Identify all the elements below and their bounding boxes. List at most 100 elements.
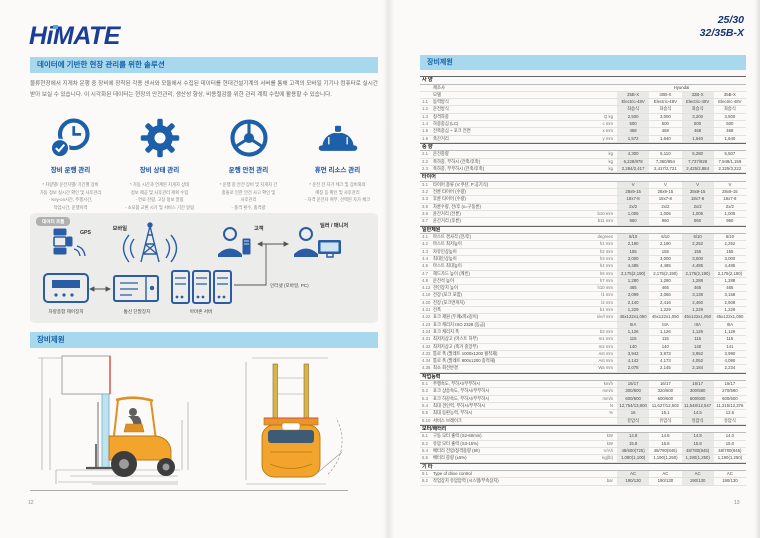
table-cell: 7,948/1,159 [718, 158, 742, 164]
table-row: 4.3 자유인상높이 h2 mm 155 155 155 155 [420, 248, 746, 256]
table-cell: 유압식 [723, 417, 736, 423]
table-cell: h1 mm [599, 241, 613, 247]
table-cell: 4.23 [422, 321, 431, 327]
table-cell: AC [617, 471, 650, 478]
table-cell: 155 [661, 248, 669, 254]
table-cell: c mm [602, 120, 613, 126]
table-row: 3.2 전륜 타이어 (수량) 28x9-15 28x9-15 28x9-15 28x9-… [420, 189, 746, 197]
table-cell: h10 mm [597, 285, 613, 291]
table-cell: 1,288 [681, 277, 714, 285]
table-section-header: 중 량 [420, 142, 746, 152]
table-row: 1.3 정격하중 Q kg 2,500 3,000 3,200 3,500 [420, 113, 746, 121]
table-cell: IIIA [726, 321, 734, 327]
table-cell: 6/10 [661, 234, 670, 240]
table-cell: 465 [681, 285, 714, 292]
table-cell: 6/10 [617, 234, 650, 241]
table-cell: Q kg [603, 113, 613, 119]
table-cell: 전축중심 ~ 포크 전면 [433, 128, 471, 134]
table-cell: 468 [681, 128, 714, 135]
table-cell: 500 [617, 120, 650, 128]
table-cell: 1,229 [659, 307, 671, 313]
table-cell: 3,500 [724, 113, 736, 119]
table-cell [579, 99, 617, 105]
table-cell: 6/10 [725, 234, 735, 240]
table-cell: 5.2 [422, 388, 428, 394]
table-row: 4.12 견인장치 높이 h10 mm 465 465 465 465 [420, 285, 746, 293]
table-cell: 1.6 [422, 135, 428, 141]
table-cell: 16/17 [659, 381, 671, 387]
table-cell: 4,300 [617, 151, 650, 158]
table-cell: 1,190(1,250) [653, 455, 678, 461]
table-cell: 18x7-8 [723, 196, 737, 202]
left-footer-rule [30, 490, 348, 491]
table-cell: 5.3 [422, 395, 428, 401]
table-cell: 마스트 최저높이 [433, 241, 462, 247]
feature-title: 장비 상태 관리 [139, 167, 180, 174]
table-row: 5.1 주행속도, 부하시/무부하시 km/h 16/17 16/17 16/17 16/1… [420, 381, 746, 389]
top-view-dimensions [245, 357, 328, 485]
table-cell: h3 mm [599, 255, 613, 261]
table-cell: 1.2 [422, 106, 428, 112]
table-cell: Hyundai [673, 84, 690, 90]
mast-band [101, 393, 110, 469]
table-cell: 1,005 [659, 210, 671, 216]
table-cell: 2,416 [659, 299, 671, 305]
table-cell: 15.1 [661, 410, 670, 416]
table-cell: 2,145 [659, 365, 671, 371]
table-cell: 960 [617, 218, 650, 225]
table-cell: 140 [681, 343, 714, 350]
table-cell: b3 mm [599, 328, 613, 334]
table-cell: 최대 견인력, 부하시/무부하시 [433, 403, 486, 409]
table-cell: IIIA [662, 321, 669, 327]
table-cell: 2.2 [422, 158, 428, 164]
dataflow-canvas: GPS 모바일 고객 딜러 / 매니저 [43, 221, 348, 315]
table-cell: 155 [681, 248, 714, 255]
left-spec-banner: 장비제원 [30, 332, 378, 348]
table-cell: 1,190(1,250) [681, 455, 714, 462]
table-cell: 6,228/878 [617, 158, 650, 165]
comm-terminal-icon [113, 275, 159, 302]
feature-title: 운행 안전 관리 [228, 167, 269, 174]
table-cell: 배터리 중량 (±5%) [433, 455, 467, 461]
model-code: 25/30 32/35B-X [700, 14, 744, 40]
table-cell: 통로 폭 (팔레트 1000x1200 횡적재) [433, 350, 498, 356]
table-row: 1.1 동력방식 Electric-48V Electric-48V Electric-… [420, 99, 746, 107]
table-cell: 전폭 [433, 307, 441, 313]
table-cell: 1,126 [617, 328, 650, 336]
intro-paragraph: 물류현장에서 지게차 운행 중 장비에 장착된 각종 센서와 모듈에서 수집된 … [30, 81, 378, 98]
table-cell: 4,142 [617, 358, 650, 365]
feature-human: 휴먼 리소스 관리 * 운전 전 자가 체크 및 장비와의 매칭 등 확인 및 … [293, 112, 382, 211]
feature-title: 장비 운행 관리 [50, 167, 91, 174]
table-cell: 3,942 [617, 350, 650, 358]
table-cell: 3,138 [681, 292, 714, 299]
feature-safety: 운행 안전 관리 * 운행 중 안전 장비 및 지게차 간 충돌로 인한 안전 … [204, 112, 293, 211]
table-cell: 3.7 [422, 218, 428, 224]
table-cell: 2.3 [422, 165, 428, 171]
table-cell: 465 [726, 285, 734, 291]
table-cell: 유압식 [617, 417, 650, 424]
table-cell: 465 [617, 285, 650, 292]
table-cell: 4.4 [422, 255, 428, 261]
table-cell: h7 mm [599, 277, 613, 283]
clock-check-icon [26, 112, 115, 160]
table-cell: 하중중심 (LC) [433, 120, 459, 126]
table-cell: 18x7-8 [617, 196, 650, 203]
table-cell: 48/780(845) [653, 448, 677, 454]
table-cell: 141 [726, 343, 734, 349]
table-row: 3.1 타이어 종류 (V:쿠션, P:공기식) V V V V [420, 181, 746, 190]
table-cell: 배터리 전압/정격용량 (5h) [433, 448, 480, 454]
customer-icon [218, 227, 252, 257]
table-cell: 4.3 [422, 248, 428, 254]
table-cell: 11,627/12,502 [651, 403, 679, 409]
table-cell: 구동 모터 출력 (S2-60min) [433, 433, 482, 439]
table-cell: 115 [617, 336, 650, 343]
gps-satellite-icon [53, 228, 86, 257]
logo-text: HiMATE [29, 22, 120, 50]
table-cell: 14.8 [681, 433, 714, 440]
table-row: 4.23 포크 캐리지 ISO 2328 (등급) IIIA IIIA IIIA IIIA [420, 321, 746, 329]
dealer-icon [294, 227, 341, 258]
table-cell: 4.5 [422, 263, 428, 269]
vcu-label: 차량종합 제어장치 [48, 308, 83, 315]
table-cell: 2,500 [617, 113, 650, 120]
table-cell: 1,005 [681, 210, 714, 218]
